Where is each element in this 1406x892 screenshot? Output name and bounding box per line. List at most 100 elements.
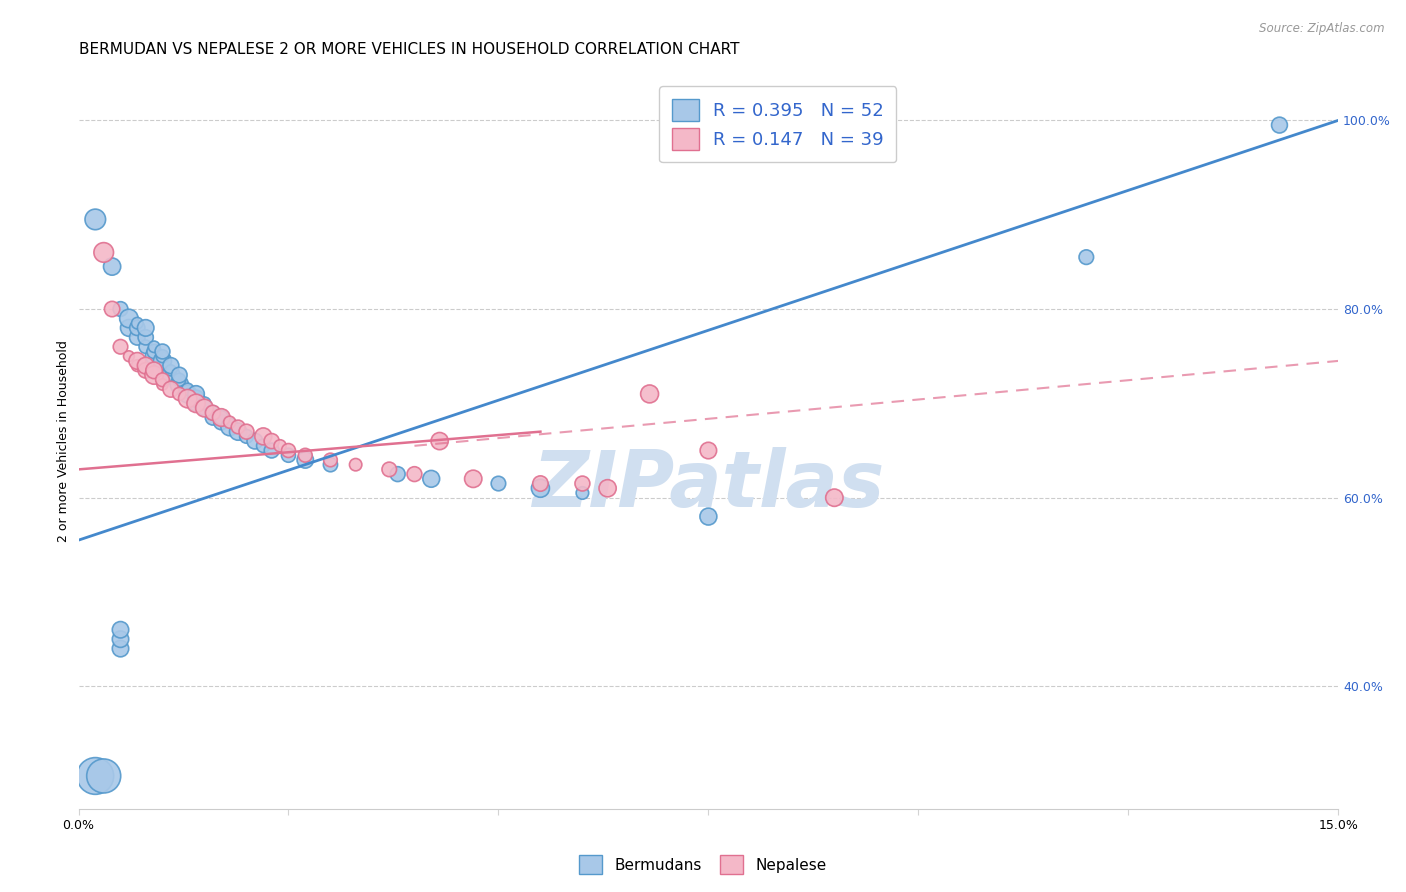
Text: BERMUDAN VS NEPALESE 2 OR MORE VEHICLES IN HOUSEHOLD CORRELATION CHART: BERMUDAN VS NEPALESE 2 OR MORE VEHICLES … [79, 42, 740, 57]
Point [378, 462, 401, 476]
Point [169, 387, 191, 401]
Point [529, 481, 551, 495]
Point [260, 434, 283, 448]
Point [152, 349, 174, 363]
Point [143, 368, 166, 382]
Point [169, 368, 191, 382]
Point [571, 486, 593, 500]
Point [209, 410, 232, 425]
Point [84, 212, 107, 227]
Point [235, 429, 257, 443]
Point [143, 349, 166, 363]
Point [226, 425, 249, 439]
Point [201, 410, 224, 425]
Point [169, 377, 191, 392]
Point [101, 301, 124, 316]
Point [277, 443, 299, 458]
Point [152, 373, 174, 387]
Point [93, 769, 115, 783]
Point [571, 476, 593, 491]
Text: Source: ZipAtlas.com: Source: ZipAtlas.com [1260, 22, 1385, 36]
Point [127, 316, 149, 330]
Point [319, 453, 342, 467]
Point [823, 491, 845, 505]
Point [152, 344, 174, 359]
Point [135, 340, 157, 354]
Point [110, 641, 132, 656]
Point [420, 472, 443, 486]
Point [110, 623, 132, 637]
Point [697, 443, 720, 458]
Point [697, 509, 720, 524]
Point [294, 448, 316, 462]
Point [184, 392, 207, 406]
Point [226, 420, 249, 434]
Y-axis label: 2 or more Vehicles in Household: 2 or more Vehicles in Household [58, 340, 70, 542]
Point [110, 301, 132, 316]
Point [294, 453, 316, 467]
Point [135, 330, 157, 344]
Point [243, 434, 266, 448]
Point [209, 415, 232, 429]
Point [160, 363, 183, 377]
Point [127, 321, 149, 335]
Point [152, 377, 174, 392]
Point [118, 311, 141, 326]
Point [176, 392, 198, 406]
Point [118, 321, 141, 335]
Point [135, 359, 157, 373]
Point [638, 387, 661, 401]
Point [529, 476, 551, 491]
Point [84, 769, 107, 783]
Point [110, 632, 132, 647]
Point [160, 382, 183, 396]
Point [319, 458, 342, 472]
Point [1076, 250, 1098, 264]
Text: ZIPatlas: ZIPatlas [533, 447, 884, 524]
Point [184, 396, 207, 410]
Point [101, 260, 124, 274]
Point [176, 387, 198, 401]
Point [277, 448, 299, 462]
Point [387, 467, 409, 482]
Point [152, 359, 174, 373]
Point [118, 349, 141, 363]
Point [160, 368, 183, 382]
Point [135, 321, 157, 335]
Point [110, 340, 132, 354]
Point [152, 354, 174, 368]
Point [235, 425, 257, 439]
Point [596, 481, 619, 495]
Point [127, 354, 149, 368]
Point [184, 387, 207, 401]
Point [488, 476, 510, 491]
Point [201, 406, 224, 420]
Point [463, 472, 485, 486]
Point [404, 467, 426, 482]
Point [193, 401, 215, 415]
Point [252, 429, 274, 443]
Point [269, 439, 291, 453]
Point [143, 340, 166, 354]
Point [429, 434, 451, 448]
Point [260, 443, 283, 458]
Point [143, 344, 166, 359]
Point [1268, 118, 1291, 132]
Legend: R = 0.395   N = 52, R = 0.147   N = 39: R = 0.395 N = 52, R = 0.147 N = 39 [659, 86, 897, 162]
Point [127, 359, 149, 373]
Point [160, 359, 183, 373]
Point [218, 420, 240, 434]
Point [193, 401, 215, 415]
Point [193, 396, 215, 410]
Point [176, 382, 198, 396]
Point [93, 245, 115, 260]
Legend: Bermudans, Nepalese: Bermudans, Nepalese [574, 849, 832, 880]
Point [252, 439, 274, 453]
Point [344, 458, 367, 472]
Point [169, 373, 191, 387]
Point [218, 415, 240, 429]
Point [184, 396, 207, 410]
Point [135, 363, 157, 377]
Point [201, 406, 224, 420]
Point [209, 410, 232, 425]
